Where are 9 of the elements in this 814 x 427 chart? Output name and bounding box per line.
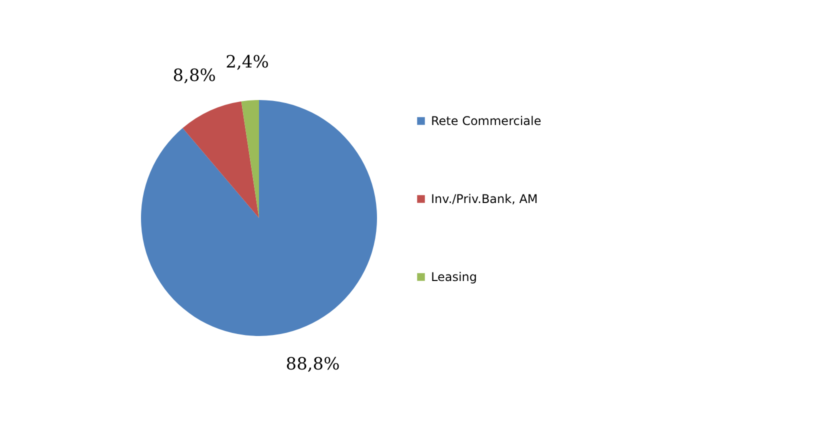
legend-label: Leasing: [431, 270, 478, 284]
pie-slice: [241, 100, 259, 218]
pie-slice: [182, 101, 259, 218]
legend-label: Inv./Priv.Bank, AM: [431, 192, 538, 206]
pie-slice: [141, 100, 377, 336]
data-label: 2,4%: [226, 52, 269, 72]
legend-label: Rete Commerciale: [431, 114, 542, 128]
data-label: 88,8%: [286, 354, 340, 374]
data-label: 8,8%: [172, 66, 216, 86]
